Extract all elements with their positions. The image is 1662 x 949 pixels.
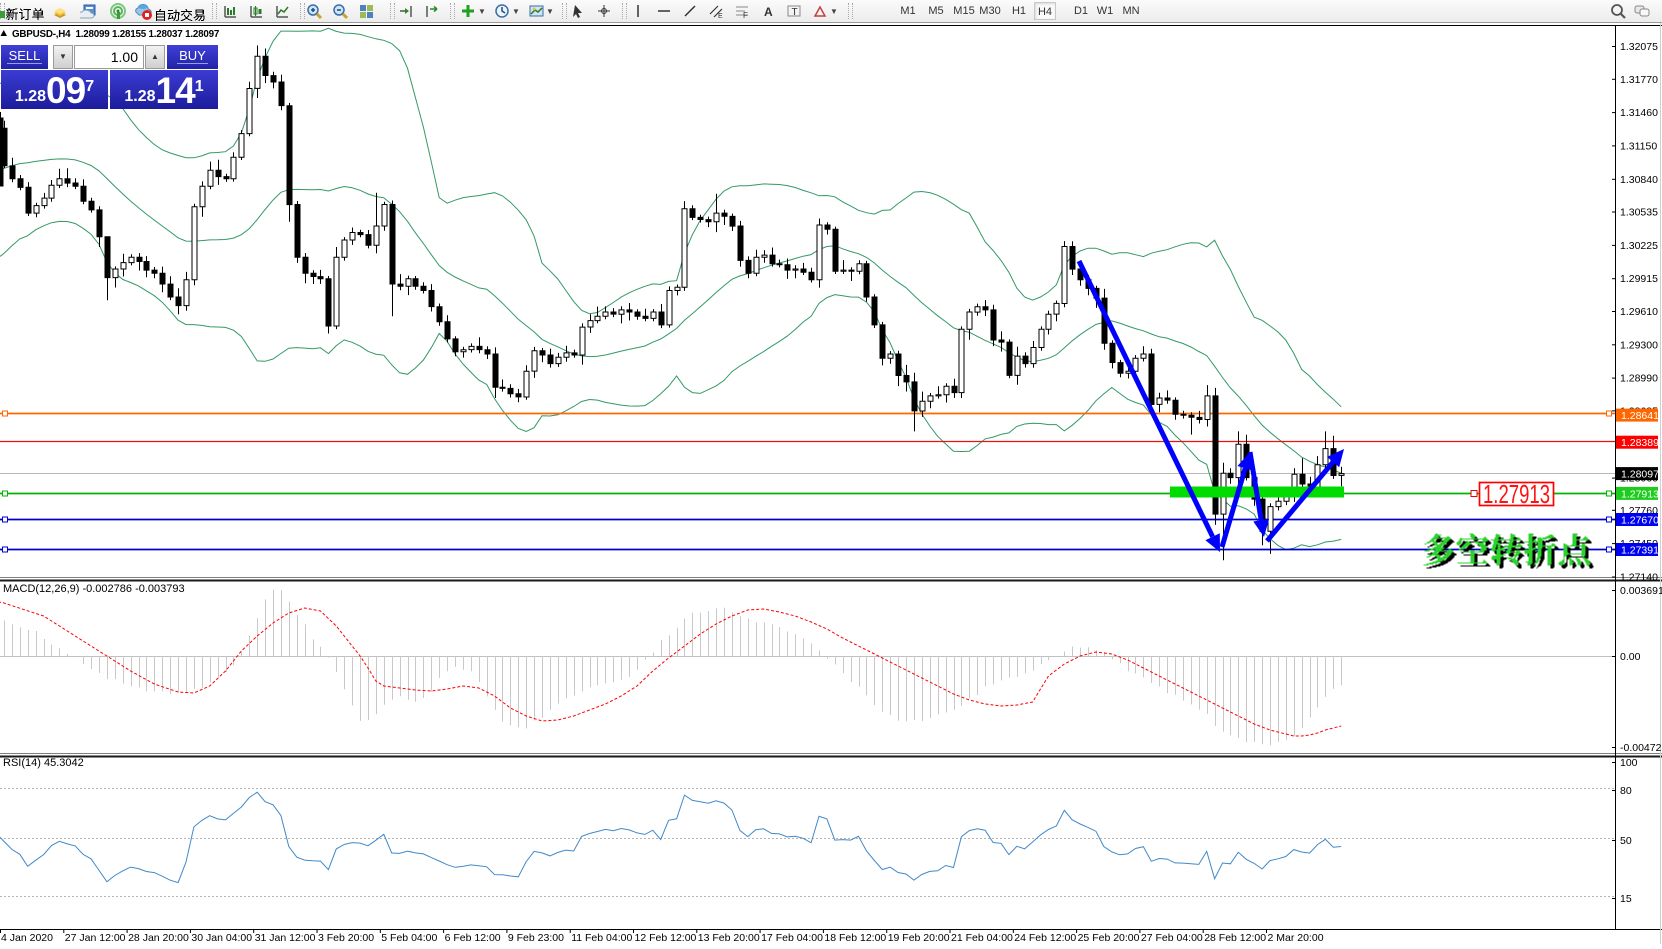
svg-text:1.30535: 1.30535 [1620,207,1658,219]
svg-text:1.27670: 1.27670 [1621,515,1659,527]
svg-text:MACD(12,26,9) -0.002786 -0.003: MACD(12,26,9) -0.002786 -0.003793 [3,583,185,595]
svg-text:1.27913: 1.27913 [1621,488,1659,500]
svg-text:GBPUSD-,H4 1.28099 1.28155 1.: GBPUSD-,H4 1.28099 1.28155 1.28037 1.280… [12,29,220,40]
svg-text:1.31770: 1.31770 [1620,74,1658,86]
svg-text:80: 80 [1620,785,1632,797]
svg-text:1.27913: 1.27913 [1483,479,1550,509]
svg-text:4 Jan 2020: 4 Jan 2020 [1,932,53,944]
svg-text:31 Jan 12:00: 31 Jan 12:00 [255,932,316,944]
svg-text:28 Jan 20:00: 28 Jan 20:00 [128,932,189,944]
svg-text:17 Feb 04:00: 17 Feb 04:00 [761,932,823,944]
svg-text:21 Feb 04:00: 21 Feb 04:00 [951,932,1013,944]
svg-text:1.31150: 1.31150 [1620,140,1657,152]
svg-text:13 Feb 20:00: 13 Feb 20:00 [698,932,760,944]
svg-text:1.30840: 1.30840 [1620,174,1658,186]
svg-text:1.32075: 1.32075 [1620,41,1658,53]
svg-text:1.28990: 1.28990 [1620,373,1658,385]
svg-text:1.28641: 1.28641 [1621,410,1659,422]
svg-text:25 Feb 20:00: 25 Feb 20:00 [1078,932,1140,944]
svg-text:1.29610: 1.29610 [1620,306,1658,318]
svg-text:5 Feb 04:00: 5 Feb 04:00 [381,932,437,944]
svg-text:1.29300: 1.29300 [1620,339,1658,351]
svg-text:100: 100 [1620,757,1638,769]
svg-text:15: 15 [1620,893,1632,905]
svg-text:12 Feb 12:00: 12 Feb 12:00 [635,932,697,944]
svg-text:27 Jan 12:00: 27 Jan 12:00 [65,932,126,944]
svg-text:30 Jan 04:00: 30 Jan 04:00 [191,932,252,944]
svg-text:F: F [743,11,748,20]
svg-text:E: E [718,13,723,20]
svg-text:0.003691: 0.003691 [1620,585,1662,597]
svg-text:27 Feb 04:00: 27 Feb 04:00 [1141,932,1203,944]
svg-text:1.27140: 1.27140 [1620,572,1658,584]
svg-text:6 Feb 12:00: 6 Feb 12:00 [445,932,501,944]
svg-text:2 Mar 20:00: 2 Mar 20:00 [1268,932,1324,944]
svg-text:1.27391: 1.27391 [1621,545,1659,557]
svg-text:1.28097: 1.28097 [1621,469,1659,481]
svg-text:50: 50 [1620,835,1632,847]
svg-text:RSI(14) 45.3042: RSI(14) 45.3042 [3,757,84,769]
svg-text:0.00: 0.00 [1620,651,1641,663]
svg-text:1.29915: 1.29915 [1620,273,1658,285]
svg-text:1.28389: 1.28389 [1621,437,1659,449]
svg-text:3 Feb 20:00: 3 Feb 20:00 [318,932,374,944]
svg-text:11 Feb 04:00: 11 Feb 04:00 [571,932,632,944]
svg-text:1.31460: 1.31460 [1620,107,1658,119]
svg-text:T: T [792,7,798,18]
svg-text:1.30225: 1.30225 [1620,240,1658,252]
svg-text:19 Feb 20:00: 19 Feb 20:00 [888,932,950,944]
svg-text:A: A [764,5,773,19]
svg-text:28 Feb 12:00: 28 Feb 12:00 [1204,932,1266,944]
svg-text:24 Feb 12:00: 24 Feb 12:00 [1014,932,1076,944]
svg-text:9 Feb 23:00: 9 Feb 23:00 [508,932,564,944]
svg-text:18 Feb 12:00: 18 Feb 12:00 [824,932,886,944]
